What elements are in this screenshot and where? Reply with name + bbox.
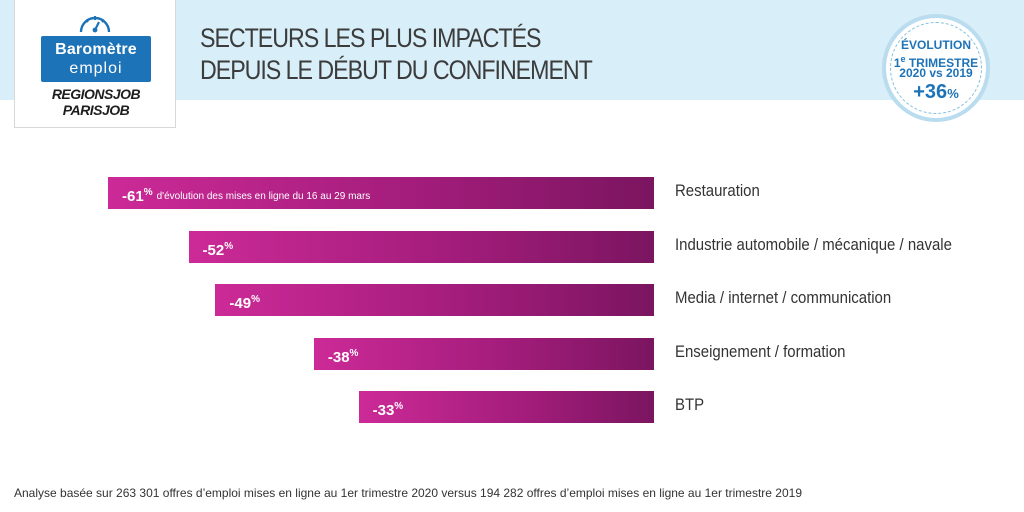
badge-label: ÉVOLUTION — [900, 38, 971, 52]
bar-5: -33% — [358, 391, 654, 423]
badge-years: 2020 vs 2019 — [899, 66, 973, 80]
bar-value-label: -61% d'évolution des mises en ligne du 16… — [122, 187, 371, 205]
bar-annotation: d'évolution des mises en ligne du 16 au … — [156, 191, 371, 202]
badge-period: 1e TRIMESTRE — [893, 54, 979, 70]
barometre-logo: Baromètre emploi — [41, 36, 151, 82]
category-label: Media / internet / communication — [675, 288, 892, 307]
bar-1: -61% d'évolution des mises en ligne du 16… — [108, 177, 654, 209]
footnote: Analyse basée sur 263 301 offres d’emplo… — [14, 486, 802, 500]
bar-2: -52% — [188, 230, 654, 263]
title-line-2: DEPUIS LE DÉBUT DU CONFINEMENT — [200, 55, 593, 85]
evolution-badge: ÉVOLUTION 1e TRIMESTRE 2020 vs 2019 +36% — [882, 14, 990, 122]
category-label: Enseignement / formation — [675, 341, 846, 361]
brand-parisjob: PARISJOB — [62, 102, 130, 118]
badge-value: +36% — [913, 81, 959, 103]
category-label: Industrie automobile / mécanique / naval… — [675, 234, 952, 254]
category-label: BTP — [675, 395, 705, 414]
logo-title: Baromètre — [55, 41, 137, 58]
bar-value-label: -33% — [372, 401, 404, 419]
gauge-icon — [79, 16, 111, 33]
page-title: SECTEURS LES PLUS IMPACTÉS DEPUIS LE DÉB… — [200, 22, 656, 86]
badge-ring — [890, 22, 982, 114]
bar-value-label: -38% — [327, 347, 359, 366]
logo-card: Baromètre emploi REGIONSJOB PARISJOB — [14, 0, 176, 128]
logo-subtitle: emploi — [69, 60, 123, 77]
title-line-1: SECTEURS LES PLUS IMPACTÉS — [200, 23, 542, 53]
bar-4: -38% — [313, 337, 654, 370]
bar-3: -49% — [215, 284, 654, 316]
brand-regionsjob: REGIONSJOB — [51, 86, 141, 102]
bar-value-label: -52% — [202, 240, 234, 259]
category-label: Restauration — [675, 181, 760, 200]
bar-value-label: -49% — [229, 294, 260, 312]
